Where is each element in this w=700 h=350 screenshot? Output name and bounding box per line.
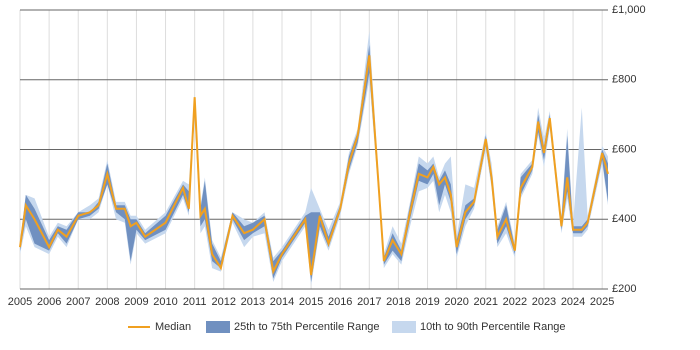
legend-swatch — [392, 321, 416, 333]
x-tick-label: 2007 — [66, 296, 90, 308]
x-tick-label: 2021 — [474, 296, 498, 308]
legend-label: Median — [155, 321, 191, 333]
x-tick-label: 2025 — [590, 296, 614, 308]
legend-label: 10th to 90th Percentile Range — [420, 321, 566, 333]
legend-label: 25th to 75th Percentile Range — [234, 321, 380, 333]
x-tick-label: 2016 — [328, 296, 352, 308]
y-tick-label: £1,000 — [612, 4, 646, 16]
x-tick-label: 2008 — [95, 296, 119, 308]
legend-swatch — [206, 321, 230, 333]
x-tick-label: 2006 — [37, 296, 61, 308]
percentile-band — [20, 44, 608, 283]
x-tick-label: 2017 — [357, 296, 381, 308]
x-tick-label: 2014 — [270, 296, 294, 308]
x-tick-label: 2019 — [415, 296, 439, 308]
x-tick-label: 2015 — [299, 296, 323, 308]
x-tick-label: 2013 — [241, 296, 265, 308]
x-tick-label: 2009 — [124, 296, 148, 308]
y-tick-label: £200 — [612, 283, 636, 295]
x-tick-label: 2012 — [212, 296, 236, 308]
x-tick-label: 2022 — [503, 296, 527, 308]
x-tick-label: 2010 — [153, 296, 177, 308]
x-tick-label: 2005 — [8, 296, 32, 308]
x-tick-label: 2018 — [386, 296, 410, 308]
y-tick-label: £800 — [612, 74, 636, 86]
x-tick-label: 2023 — [532, 296, 556, 308]
x-tick-label: 2011 — [183, 296, 207, 308]
x-tick-label: 2024 — [561, 296, 585, 308]
y-tick-label: £600 — [612, 143, 636, 155]
median-line — [19, 55, 609, 276]
x-tick-label: 2020 — [444, 296, 468, 308]
y-tick-label: £400 — [612, 213, 636, 225]
